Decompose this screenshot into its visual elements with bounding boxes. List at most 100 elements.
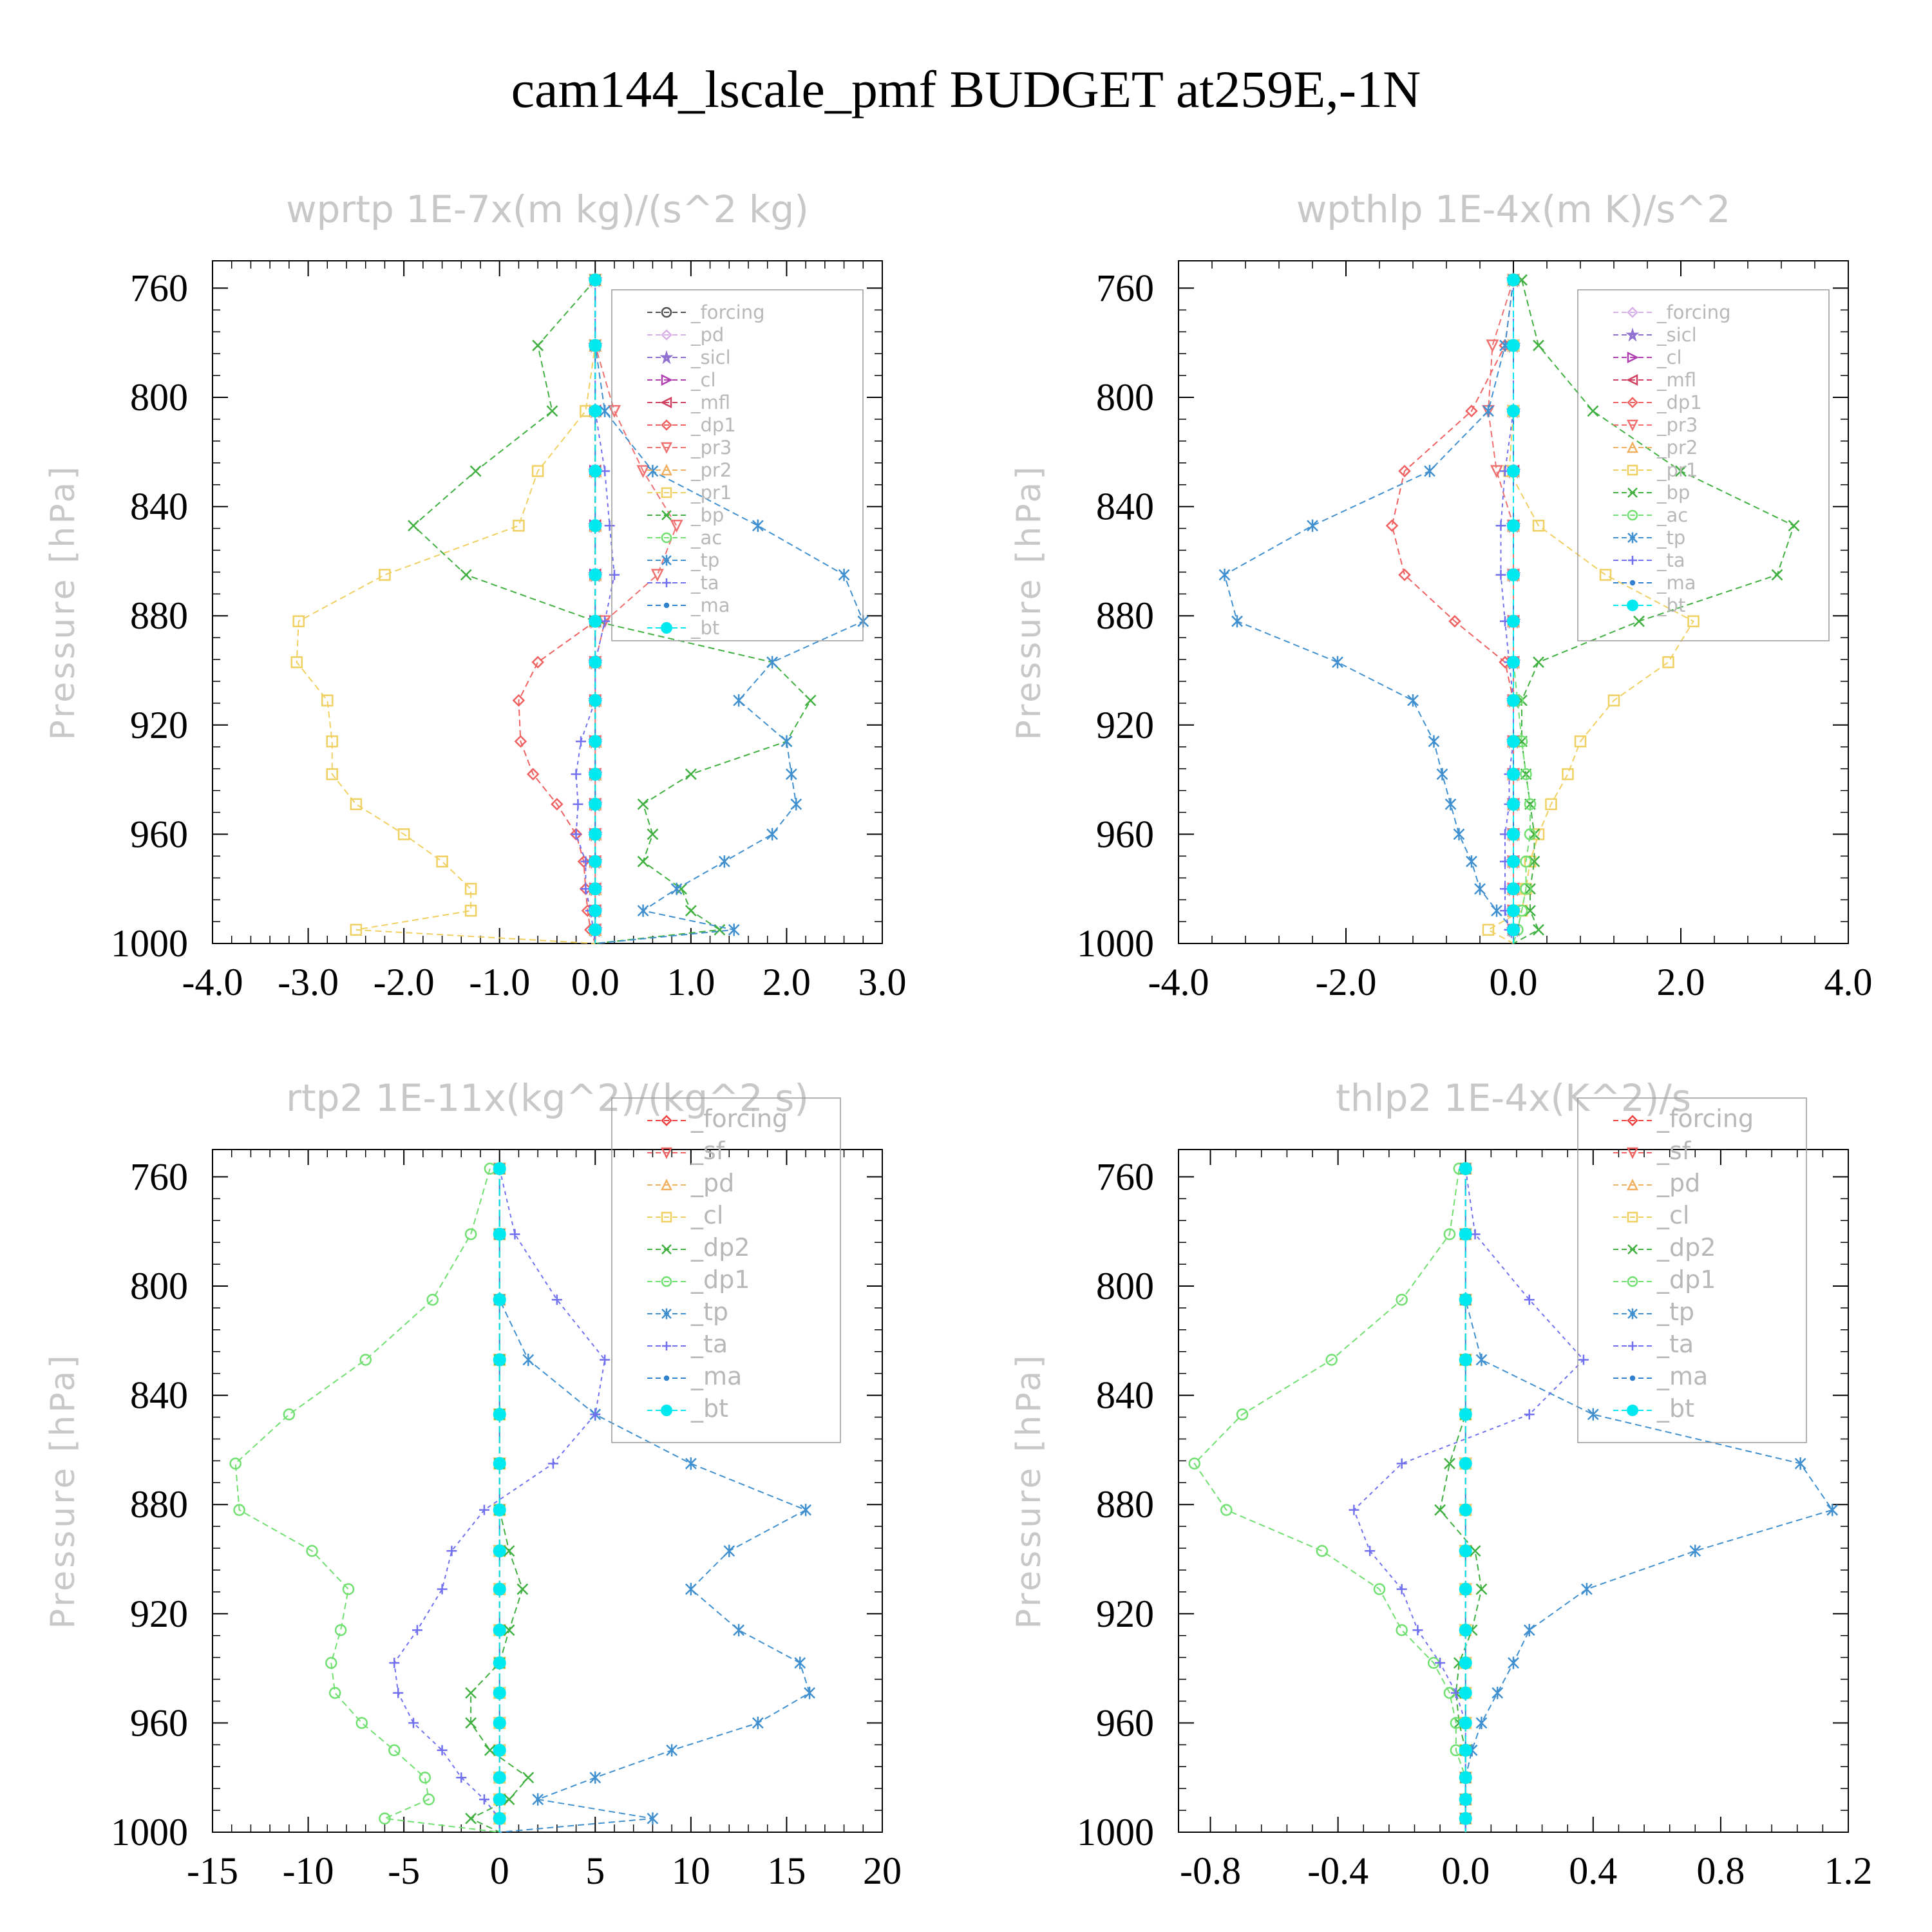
data-point	[1459, 1293, 1472, 1307]
data-point	[1490, 465, 1504, 478]
series-pr1	[290, 274, 601, 944]
data-point	[1469, 1545, 1481, 1557]
legend-marker	[661, 1308, 672, 1320]
data-point	[493, 1227, 506, 1241]
legend-label: _bt	[1656, 594, 1685, 616]
plot-frame	[212, 1149, 883, 1833]
data-point	[1396, 1458, 1407, 1469]
data-point	[1396, 1624, 1408, 1636]
data-point	[589, 273, 602, 287]
data-point	[1459, 1716, 1472, 1730]
data-point	[1533, 339, 1544, 352]
y-axis-label: Pressure [hPa]	[1010, 1353, 1048, 1629]
series-pr3	[589, 274, 683, 943]
data-point	[464, 1228, 477, 1240]
legend-label: _cl	[1656, 346, 1682, 368]
data-point	[1459, 1771, 1472, 1785]
data-point	[718, 855, 730, 868]
y-tick-label: 880	[1096, 1483, 1154, 1526]
y-axis-label: Pressure [hPa]	[1010, 464, 1048, 741]
data-point	[437, 1584, 448, 1595]
legend-label: _pd	[1656, 1169, 1700, 1197]
data-point	[589, 768, 602, 781]
series-bt	[1459, 1162, 1472, 1832]
y-tick-label: 920	[1096, 704, 1154, 746]
data-point	[838, 569, 850, 582]
data-point	[1520, 855, 1532, 868]
x-tick-label: -3.0	[278, 961, 339, 1003]
data-point	[1689, 1544, 1701, 1557]
y-tick-label: 760	[1096, 1155, 1154, 1198]
data-point	[493, 1624, 506, 1637]
x-tick-label: 0.0	[571, 961, 620, 1003]
legend-marker	[663, 602, 670, 609]
y-tick-label: 920	[1096, 1593, 1154, 1635]
series-line	[1193, 1168, 1466, 1832]
data-point	[465, 1812, 477, 1824]
data-point	[1675, 465, 1687, 477]
data-point	[1307, 519, 1318, 532]
data-point	[1506, 735, 1520, 748]
legend-marker	[660, 1179, 673, 1191]
data-point	[589, 882, 602, 896]
legend-label: _dp2	[690, 1233, 750, 1262]
data-point	[636, 465, 650, 478]
series-dp1	[1188, 1162, 1472, 1832]
data-point	[714, 923, 726, 936]
panel-title: wpthlp 1E-4x(m K)/s^2	[1296, 187, 1730, 231]
legend-marker	[661, 1211, 672, 1223]
panel-title: wprtp 1E-7x(m kg)/(s^2 kg)	[286, 187, 809, 231]
legend-label: _bp	[1656, 482, 1690, 504]
data-point	[1459, 1457, 1472, 1470]
data-point	[493, 1582, 506, 1596]
x-tick-label: 5	[585, 1850, 605, 1892]
x-tick-label: 0.0	[1490, 961, 1538, 1003]
data-point	[670, 520, 683, 533]
series-bt	[589, 273, 602, 943]
data-point	[1771, 569, 1783, 581]
data-point	[1231, 615, 1243, 628]
series-line	[518, 279, 596, 944]
data-point	[647, 828, 659, 840]
data-point	[1459, 1544, 1472, 1558]
data-point	[1444, 798, 1457, 811]
legend-label: _dp1	[690, 1265, 750, 1294]
series-line	[1353, 1168, 1585, 1832]
data-point	[1578, 1354, 1589, 1365]
data-point	[1506, 339, 1520, 352]
data-point	[503, 1794, 515, 1806]
legend-label: _cl	[1656, 1201, 1689, 1229]
data-point	[532, 1793, 544, 1806]
data-point	[1788, 520, 1800, 532]
data-point	[589, 519, 602, 533]
series-dp2	[1434, 1162, 1488, 1832]
data-point	[589, 855, 602, 868]
data-point	[547, 1458, 558, 1469]
legend-label: _pd	[690, 1169, 734, 1197]
data-point	[589, 923, 602, 936]
data-point	[1459, 1503, 1472, 1517]
data-point	[460, 569, 472, 581]
data-point	[1508, 1656, 1519, 1669]
data-point	[1412, 1625, 1423, 1636]
data-point	[408, 1718, 419, 1728]
data-point	[493, 1812, 506, 1825]
data-point	[1424, 464, 1435, 478]
data-point	[321, 694, 334, 706]
legend-marker	[662, 1341, 671, 1350]
plot-frame	[212, 260, 883, 944]
series-line	[1391, 279, 1514, 943]
legend-marker	[1629, 580, 1636, 586]
legend-marker	[1627, 307, 1638, 318]
series-line	[1439, 1168, 1482, 1832]
data-point	[1523, 1624, 1535, 1636]
data-point	[493, 1793, 506, 1806]
data-point	[493, 1743, 506, 1757]
data-point	[589, 904, 602, 918]
data-point	[493, 1457, 506, 1470]
data-point	[292, 615, 305, 627]
data-point	[781, 735, 793, 748]
x-tick-label: -10	[283, 1850, 334, 1892]
data-point	[1587, 1408, 1599, 1421]
legend-label: _sf	[690, 1137, 726, 1165]
